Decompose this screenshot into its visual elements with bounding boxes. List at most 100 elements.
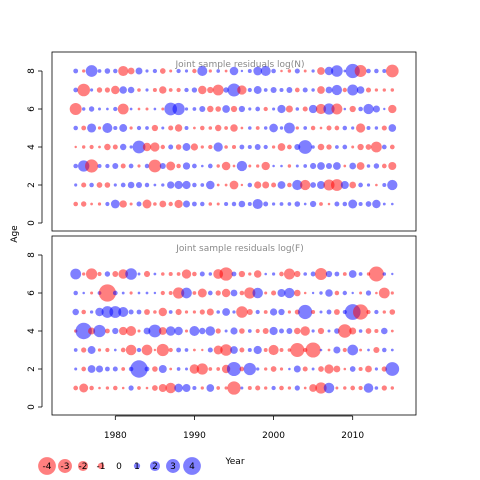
panel-log-f-title: Joint sample residuals log(F) bbox=[175, 244, 303, 254]
bubble bbox=[148, 159, 162, 173]
bubble bbox=[298, 140, 313, 154]
bubble bbox=[271, 182, 277, 188]
bubble bbox=[81, 107, 86, 111]
bubble bbox=[342, 347, 347, 353]
bubble bbox=[331, 84, 343, 96]
bubble bbox=[184, 329, 189, 333]
bubble bbox=[253, 86, 262, 94]
bubble bbox=[247, 329, 252, 333]
bubble bbox=[244, 287, 256, 299]
bubble bbox=[175, 144, 182, 150]
bubble bbox=[120, 163, 126, 169]
bubble bbox=[375, 291, 378, 295]
bubble bbox=[334, 201, 340, 207]
bubble bbox=[169, 367, 173, 371]
bubble bbox=[216, 386, 221, 390]
y-tick-label: 4 bbox=[27, 144, 37, 150]
bubble bbox=[113, 106, 118, 112]
bubble bbox=[176, 367, 181, 371]
bubble bbox=[137, 164, 141, 168]
bubble bbox=[168, 201, 173, 207]
bubble bbox=[237, 85, 247, 95]
bubble bbox=[184, 310, 189, 314]
bubble bbox=[248, 126, 252, 130]
bubble bbox=[207, 290, 213, 296]
bubble bbox=[389, 144, 395, 150]
bubble bbox=[255, 126, 260, 130]
bubble bbox=[73, 125, 78, 131]
bubble bbox=[365, 365, 372, 373]
bubble bbox=[216, 69, 221, 73]
bubble bbox=[105, 328, 110, 334]
bubble bbox=[240, 69, 244, 73]
bubble bbox=[253, 345, 262, 355]
bubble bbox=[224, 329, 228, 333]
legend-label: -4 bbox=[43, 462, 52, 472]
bubble bbox=[373, 163, 380, 169]
bubble bbox=[335, 145, 339, 149]
bubble bbox=[161, 126, 165, 130]
bubble bbox=[215, 328, 221, 334]
bubble bbox=[121, 367, 126, 371]
bubble bbox=[85, 65, 98, 77]
bubble bbox=[168, 347, 173, 353]
bubble bbox=[89, 182, 94, 188]
bubble bbox=[145, 107, 149, 111]
bubble bbox=[200, 183, 205, 187]
bubble bbox=[105, 347, 110, 353]
bubble bbox=[264, 291, 268, 295]
bubble bbox=[262, 181, 270, 189]
bubble bbox=[97, 126, 102, 130]
x-tick-label: 1980 bbox=[104, 431, 127, 441]
bubble bbox=[374, 367, 378, 371]
bubble bbox=[310, 162, 317, 170]
bubble bbox=[365, 328, 372, 334]
bubble bbox=[288, 367, 291, 371]
legend-label: 1 bbox=[134, 462, 140, 472]
bubble bbox=[374, 309, 379, 315]
bubble bbox=[263, 310, 268, 314]
legend-bubble bbox=[97, 462, 105, 470]
bubble bbox=[97, 69, 102, 73]
bubble bbox=[111, 85, 120, 95]
bubble bbox=[151, 124, 159, 132]
bubble bbox=[136, 201, 142, 207]
bubble bbox=[98, 386, 101, 390]
bubble bbox=[238, 200, 246, 208]
x-tick-label: 2000 bbox=[262, 431, 285, 441]
bubble bbox=[104, 87, 110, 93]
bubble bbox=[382, 272, 387, 276]
bubble bbox=[82, 291, 85, 295]
bubble bbox=[105, 201, 110, 207]
bubble bbox=[176, 68, 181, 74]
bubble bbox=[359, 291, 363, 295]
legend: -4 -3 -2 -1 0 1 2 3 4 bbox=[38, 457, 201, 475]
y-tick-label: 0 bbox=[27, 404, 37, 410]
bubble bbox=[119, 124, 128, 132]
bubble bbox=[221, 288, 231, 298]
bubble bbox=[222, 105, 230, 113]
bubble bbox=[193, 348, 196, 352]
bubble bbox=[302, 87, 308, 93]
bubble bbox=[129, 107, 133, 111]
bubble bbox=[236, 160, 248, 172]
bubble bbox=[230, 105, 238, 113]
bubble bbox=[205, 326, 216, 336]
bubble bbox=[160, 290, 165, 296]
bubble bbox=[333, 162, 341, 170]
bubble bbox=[356, 123, 366, 133]
bubble bbox=[334, 290, 340, 296]
bubble bbox=[390, 291, 394, 295]
bubble bbox=[303, 69, 307, 73]
bubble bbox=[130, 360, 148, 378]
bubble bbox=[112, 327, 119, 335]
bubble bbox=[247, 202, 252, 206]
bubble bbox=[145, 69, 149, 73]
bubble bbox=[97, 163, 102, 169]
bubble bbox=[365, 290, 372, 296]
bubble bbox=[382, 347, 387, 353]
bubble bbox=[375, 183, 378, 187]
bubble bbox=[104, 143, 111, 151]
bubble bbox=[109, 306, 122, 318]
bubble bbox=[385, 64, 399, 78]
